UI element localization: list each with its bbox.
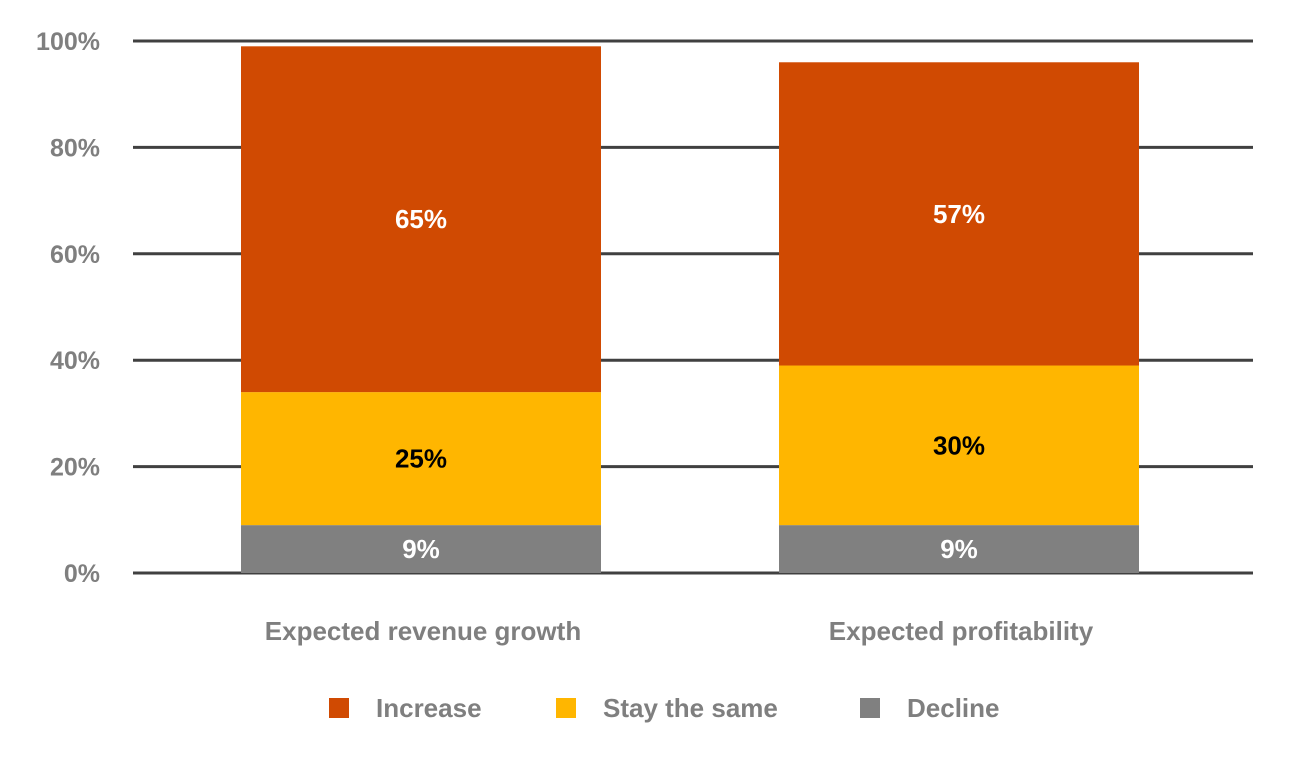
bar-segment-increase [779,62,1139,366]
x-category-label: Expected revenue growth [265,616,581,646]
legend-label: Decline [907,693,1000,723]
y-tick-label: 60% [50,241,100,269]
data-label: 57% [933,199,985,229]
y-tick-label: 80% [50,134,100,162]
bar-segment-decline [779,525,1139,573]
bar-segment-increase [241,46,601,393]
data-label: 9% [940,534,978,564]
bar-segment-stay-the-same [241,392,601,526]
legend-swatch [556,698,576,718]
legend: Increase Stay the same Decline [329,693,1000,723]
y-tick-label: 20% [50,454,100,482]
bar-segment-stay-the-same [779,365,1139,526]
y-tick-label: 100% [36,28,100,56]
y-tick-label: 0% [64,560,100,588]
y-axis: 0% 20% 40% 60% 80% 100% [36,28,100,588]
x-axis: Expected revenue growth Expected profitab… [265,616,1094,646]
legend-swatch [860,698,880,718]
data-label: 9% [402,534,440,564]
legend-label: Stay the same [603,693,778,723]
legend-swatch [329,698,349,718]
y-tick-label: 40% [50,347,100,375]
data-label: 30% [933,430,985,460]
data-label: 65% [395,204,447,234]
x-category-label: Expected profitability [829,616,1094,646]
data-label: 25% [395,444,447,474]
bars: 9% 25% 65% 9% 30% 57% [241,46,1139,573]
legend-label: Increase [376,693,482,723]
bar-segment-decline [241,525,601,573]
